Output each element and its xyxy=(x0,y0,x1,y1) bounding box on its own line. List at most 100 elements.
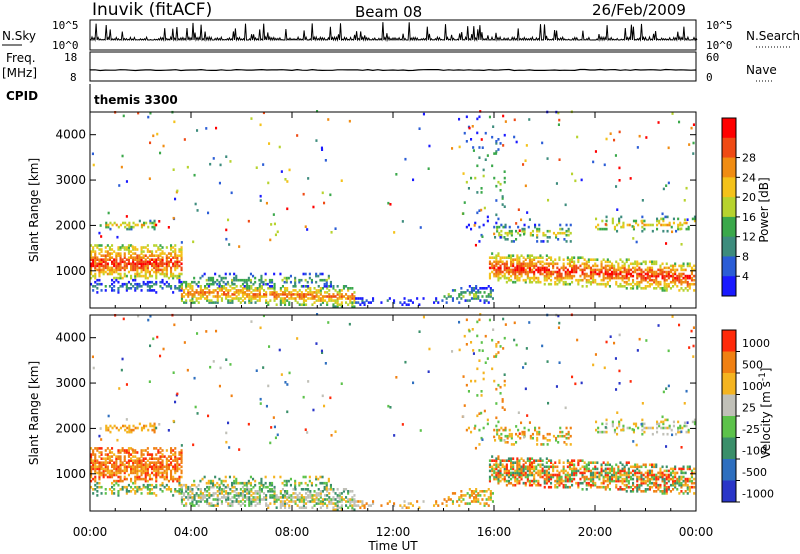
power-cell xyxy=(216,293,219,296)
velocity-cell xyxy=(589,471,592,475)
velocity-cell xyxy=(604,467,607,471)
velocity-cell xyxy=(623,469,626,473)
velocity-cell xyxy=(627,475,630,479)
power-cell xyxy=(531,270,534,274)
power-cell xyxy=(165,280,168,284)
power-cell xyxy=(620,215,623,219)
velocity-cell xyxy=(642,473,645,477)
velocity-cell xyxy=(180,459,183,462)
velocity-cell xyxy=(512,461,515,464)
power-cell xyxy=(613,264,616,268)
velocity-cell xyxy=(499,469,502,473)
velocity-cell xyxy=(510,436,513,440)
power-cell xyxy=(229,160,232,163)
power-cell xyxy=(510,233,513,237)
power-cell xyxy=(180,272,183,276)
velocity-cell xyxy=(524,483,527,487)
velocity-cell xyxy=(535,465,538,469)
power-cell xyxy=(554,262,557,266)
power-cell xyxy=(562,276,565,280)
power-cell xyxy=(616,229,619,233)
velocity-cell xyxy=(528,461,531,464)
velocity-cell xyxy=(92,461,95,464)
power-cell xyxy=(92,289,95,292)
power-cell xyxy=(201,274,204,278)
velocity-cell xyxy=(659,490,662,493)
power-cell xyxy=(199,287,202,290)
power-cell xyxy=(579,274,582,278)
power-cell xyxy=(507,276,510,280)
velocity-cell xyxy=(161,467,164,471)
velocity-cell xyxy=(503,408,506,411)
power-cell xyxy=(613,268,616,272)
velocity-cell xyxy=(561,430,564,434)
velocity-cell xyxy=(503,379,506,383)
velocity-cell xyxy=(94,488,97,491)
power-cell xyxy=(310,278,313,282)
velocity-cell xyxy=(180,444,183,447)
power-cell xyxy=(493,225,496,229)
power-cell xyxy=(636,264,639,268)
power-cell xyxy=(533,276,536,280)
velocity-cell xyxy=(568,485,571,489)
power-cell xyxy=(514,270,517,274)
velocity-cell xyxy=(153,469,156,473)
power-cell xyxy=(627,272,630,276)
power-cell xyxy=(269,299,272,302)
velocity-cell xyxy=(520,477,523,481)
velocity-cell xyxy=(560,479,563,483)
velocity-cell xyxy=(566,475,569,479)
velocity-cell xyxy=(113,473,116,477)
power-cell xyxy=(138,260,141,264)
power-cell xyxy=(167,260,170,264)
power-cell xyxy=(127,262,130,266)
power-cell xyxy=(512,264,515,268)
velocity-cell xyxy=(481,498,484,501)
velocity-cell xyxy=(196,332,199,335)
velocity-cell xyxy=(151,483,154,487)
velocity-cell xyxy=(176,463,179,467)
power-cell xyxy=(170,270,173,274)
power-cell xyxy=(161,262,164,266)
power-cell xyxy=(465,140,468,143)
velocity-cell xyxy=(250,504,253,507)
velocity-cell xyxy=(510,443,513,446)
power-cell xyxy=(220,289,223,292)
velocity-cell xyxy=(235,479,238,483)
velocity-cell xyxy=(111,481,114,485)
velocity-cell xyxy=(273,490,276,493)
velocity-cell xyxy=(562,467,565,471)
velocity-cell xyxy=(239,488,242,491)
velocity-cell xyxy=(665,473,668,477)
power-cell xyxy=(657,272,660,276)
velocity-cell xyxy=(465,343,468,346)
velocity-cell xyxy=(477,494,480,497)
power-cell xyxy=(476,211,479,215)
power-cell xyxy=(296,301,299,304)
power-cell xyxy=(334,295,337,298)
power-cell xyxy=(407,299,410,302)
power-cell xyxy=(130,282,133,286)
power-cell xyxy=(389,203,392,206)
velocity-cell xyxy=(340,504,343,507)
power-cell xyxy=(351,293,354,296)
velocity-cell xyxy=(269,496,272,499)
velocity-cell xyxy=(248,502,251,505)
power-cell xyxy=(488,260,491,264)
power-cell xyxy=(102,268,105,272)
velocity-cell xyxy=(489,496,492,499)
power-cell xyxy=(604,285,607,288)
power-cell xyxy=(180,262,183,266)
velocity-cell xyxy=(265,494,268,497)
power-cell xyxy=(460,293,463,296)
power-cell xyxy=(123,282,126,286)
velocity-cell xyxy=(263,492,266,495)
velocity-cell xyxy=(629,475,632,479)
power-cell xyxy=(128,221,131,225)
velocity-cell xyxy=(296,504,299,507)
power-cell xyxy=(319,293,322,296)
velocity-cell xyxy=(165,471,168,475)
power-cell xyxy=(488,115,491,119)
velocity-cell xyxy=(125,465,128,469)
power-cell xyxy=(571,260,574,264)
